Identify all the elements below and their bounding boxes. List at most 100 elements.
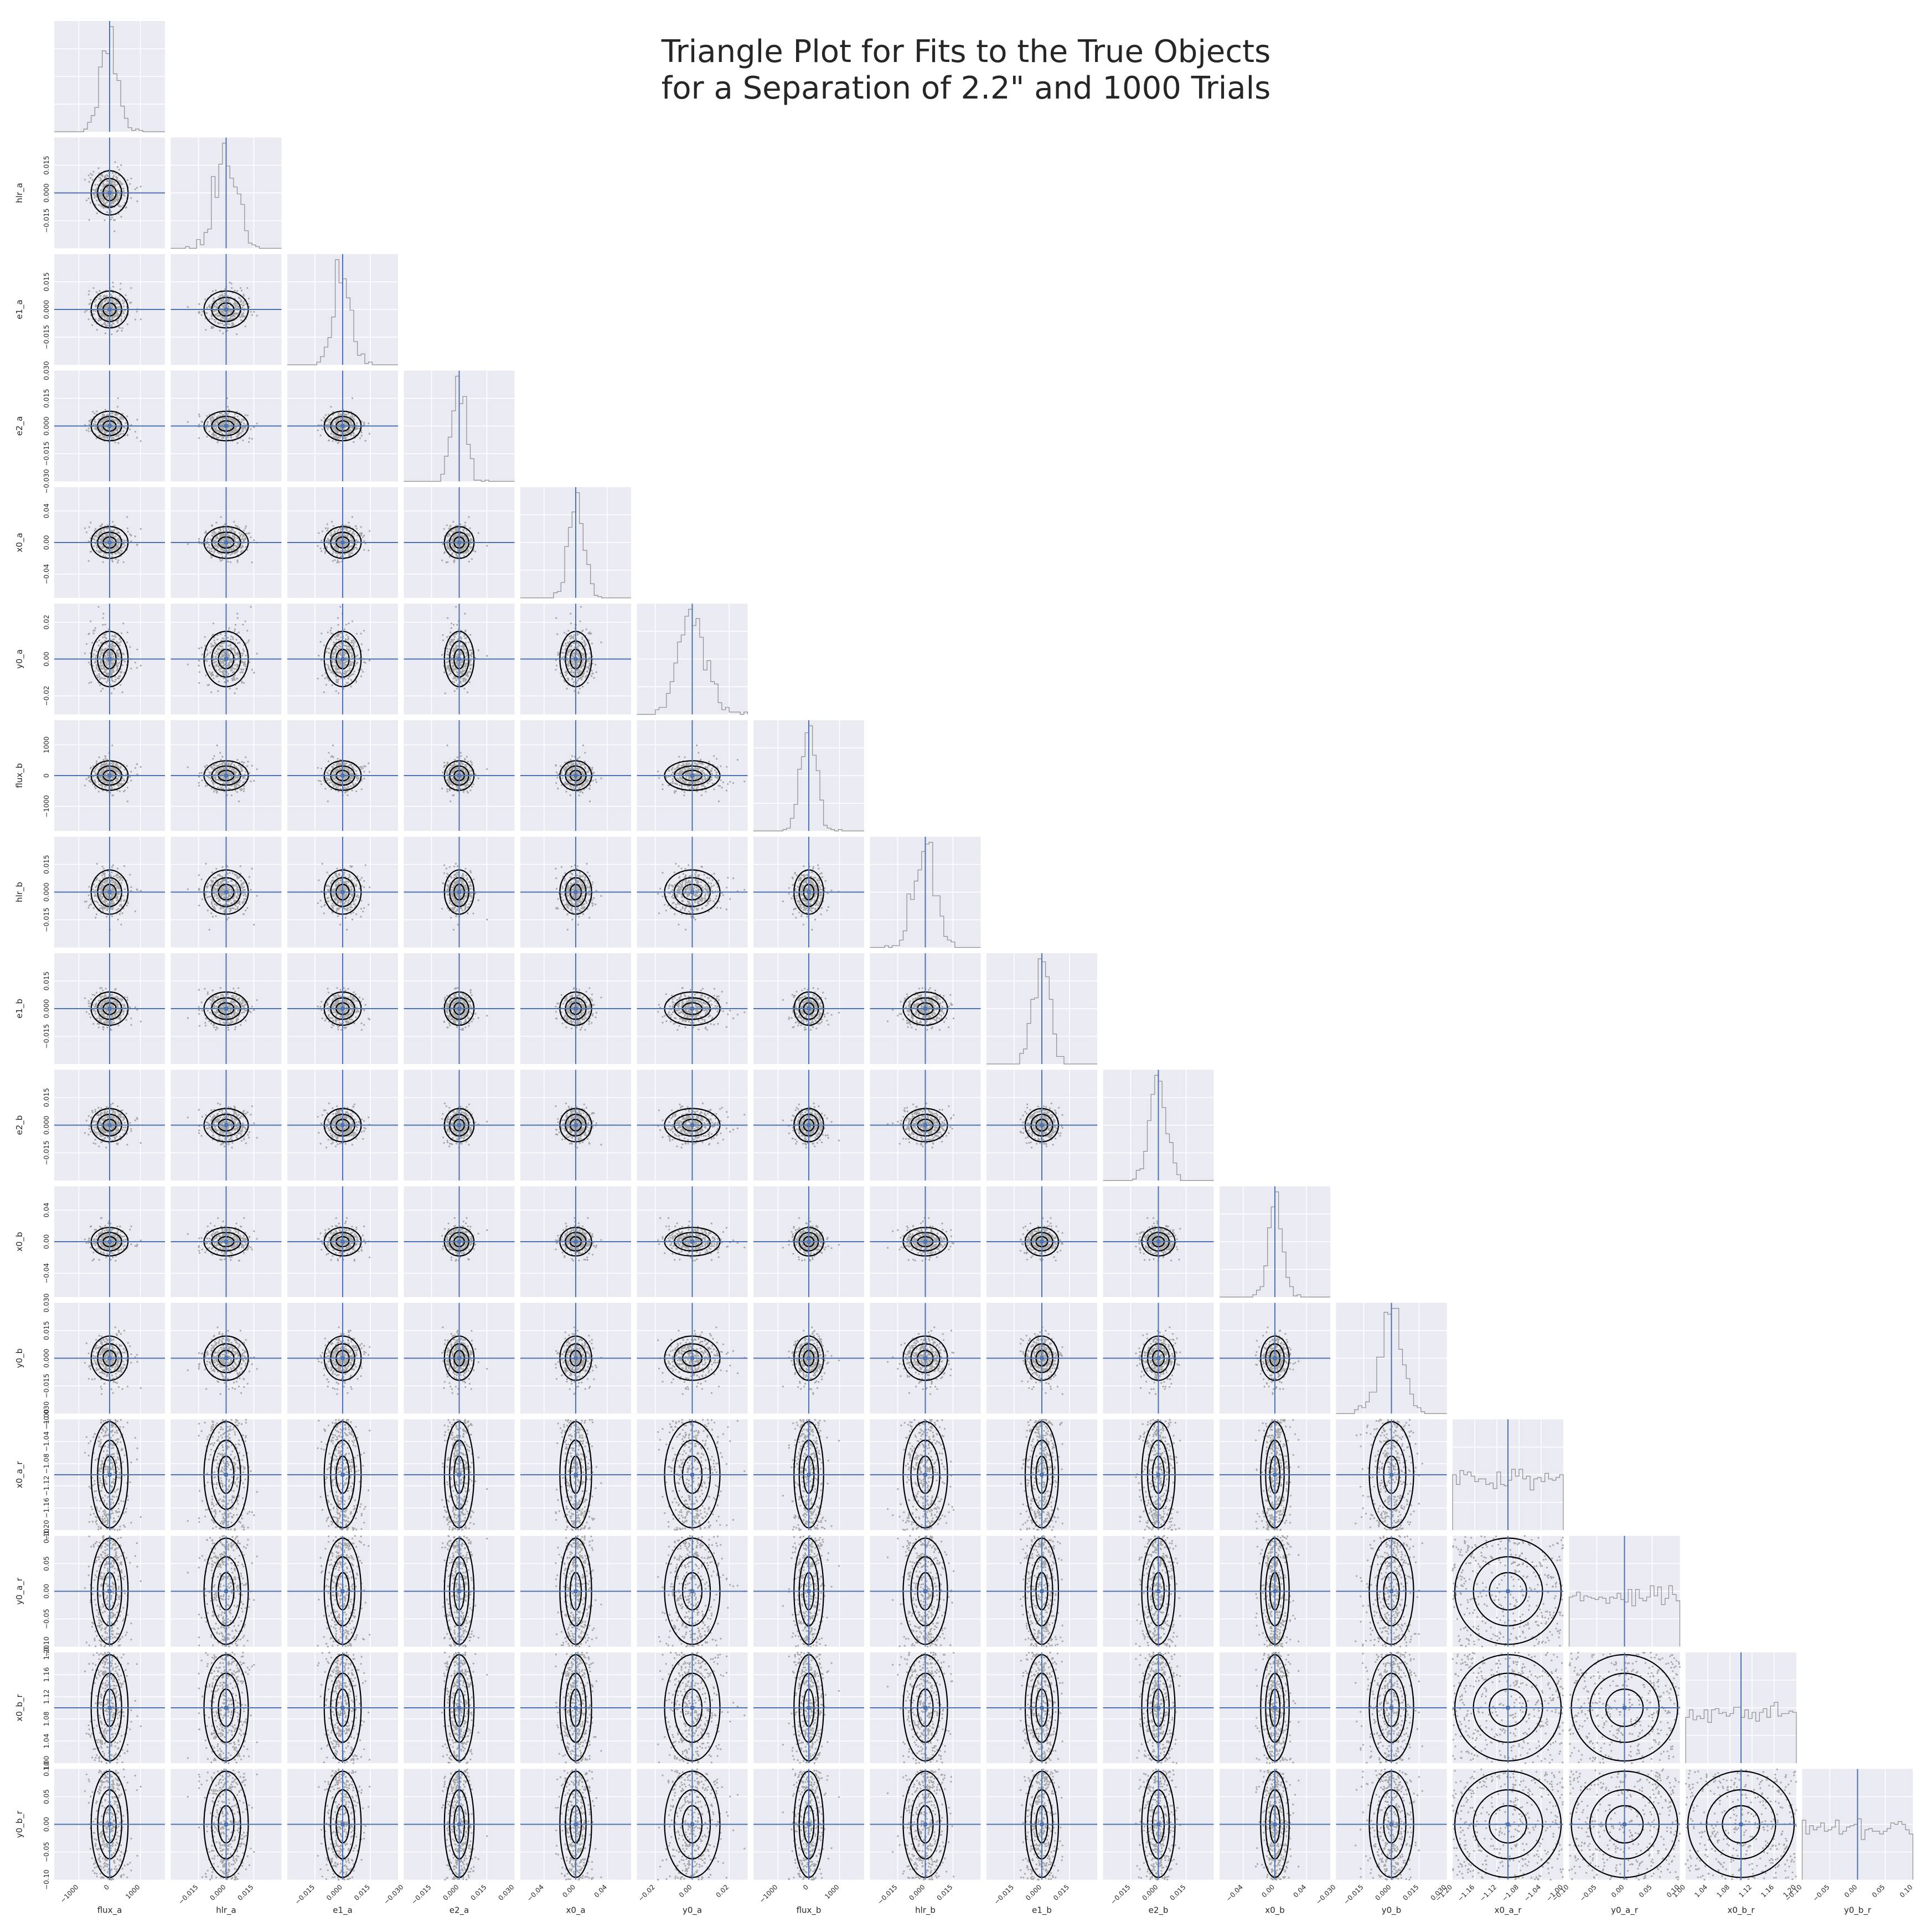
truth-marker <box>224 423 229 428</box>
truth-marker <box>457 540 462 545</box>
sample-point <box>334 530 336 533</box>
y-tick-label: 0.02 <box>43 614 50 629</box>
sample-point <box>241 427 244 430</box>
sample-point <box>344 426 347 428</box>
sample-point <box>212 674 214 676</box>
sample-point <box>363 549 365 551</box>
sample-point <box>233 675 235 678</box>
sample-point <box>99 678 101 680</box>
sample-point <box>237 423 239 426</box>
sample-point <box>117 422 119 425</box>
sample-point <box>119 641 121 643</box>
sample-point <box>229 530 231 532</box>
sample-point <box>119 433 121 436</box>
sample-point <box>88 682 90 684</box>
scatter-panel-e2_a-vs-flux_a <box>54 370 165 482</box>
sample-point <box>228 423 230 425</box>
sample-point <box>248 441 250 443</box>
sample-point <box>211 318 213 320</box>
sample-point <box>451 544 454 547</box>
sample-point <box>351 416 353 419</box>
sample-point <box>213 677 215 679</box>
sample-point <box>213 310 215 313</box>
sample-point <box>123 305 125 307</box>
sample-point <box>330 433 333 435</box>
sample-point <box>237 312 239 314</box>
sample-point <box>235 688 238 690</box>
sample-point <box>241 419 243 421</box>
sample-point <box>122 204 125 207</box>
sample-point <box>97 319 100 322</box>
sample-point <box>212 418 214 420</box>
sample-point <box>221 414 224 416</box>
sample-point <box>100 189 102 191</box>
sample-point <box>134 188 136 190</box>
sample-point <box>337 529 340 531</box>
histogram-panel-flux_a <box>54 21 165 132</box>
sample-point <box>112 521 114 523</box>
sample-point <box>231 315 234 317</box>
sample-point <box>100 303 102 305</box>
sample-point <box>332 560 334 562</box>
sample-point <box>98 639 100 642</box>
sample-point <box>114 314 116 317</box>
sample-point <box>222 528 224 530</box>
sample-point <box>88 633 90 635</box>
sample-point <box>218 437 220 439</box>
sample-point <box>122 546 125 549</box>
sample-point <box>107 528 109 530</box>
sample-point <box>140 440 142 442</box>
sample-point <box>219 329 221 332</box>
sample-point <box>117 180 120 182</box>
sample-point <box>237 642 239 644</box>
sample-point <box>97 644 100 647</box>
sample-point <box>239 532 241 534</box>
sample-point <box>115 312 118 315</box>
y-tick-label: −0.015 <box>43 441 50 466</box>
sample-point <box>229 561 231 564</box>
sample-point <box>244 326 246 328</box>
sample-point <box>198 647 200 649</box>
sample-point <box>248 297 250 299</box>
sample-point <box>117 665 119 667</box>
sample-point <box>236 559 239 561</box>
sample-point <box>95 535 97 537</box>
sample-point <box>112 655 115 658</box>
y-tick-label: 0.00 <box>43 652 50 667</box>
sample-point <box>92 171 95 173</box>
sample-point <box>360 435 363 437</box>
sample-point <box>111 333 113 335</box>
sample-point <box>117 543 120 545</box>
sample-point <box>448 548 451 551</box>
sample-point <box>222 295 224 297</box>
sample-point <box>344 535 347 537</box>
sample-point <box>97 176 100 178</box>
sample-point <box>96 212 98 214</box>
sample-point <box>213 540 215 542</box>
sample-point <box>126 516 128 518</box>
sample-point <box>208 664 210 667</box>
sample-point <box>92 287 95 289</box>
sample-point <box>122 302 125 304</box>
sample-point <box>101 688 104 690</box>
histogram-panel-e2_a <box>404 370 515 482</box>
sample-point <box>253 426 255 428</box>
sample-point <box>123 190 125 192</box>
sample-point <box>221 556 224 558</box>
sample-point <box>349 530 352 532</box>
sample-point <box>220 299 222 302</box>
sample-point <box>324 414 327 416</box>
sample-point <box>102 555 105 557</box>
sample-point <box>227 412 229 415</box>
sample-point <box>102 207 105 209</box>
sample-point <box>234 316 236 318</box>
sample-point <box>120 164 122 166</box>
sample-point <box>236 617 239 619</box>
sample-point <box>198 414 200 416</box>
sample-point <box>235 524 237 527</box>
sample-point <box>107 651 109 654</box>
sample-point <box>343 428 345 431</box>
sample-point <box>104 307 106 309</box>
sample-point <box>468 516 470 518</box>
